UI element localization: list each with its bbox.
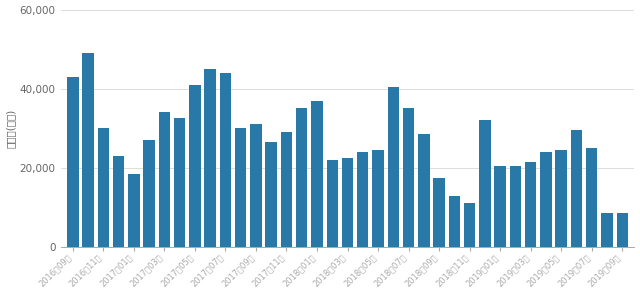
Bar [220, 73, 231, 247]
Bar [556, 150, 567, 247]
Bar [159, 112, 170, 247]
Bar [250, 124, 262, 247]
Bar [204, 69, 216, 247]
Bar [189, 85, 200, 247]
Bar [281, 132, 292, 247]
Bar [128, 174, 140, 247]
Bar [525, 162, 536, 247]
Bar [235, 128, 246, 247]
Bar [403, 108, 414, 247]
Bar [388, 87, 399, 247]
Bar [67, 77, 79, 247]
Bar [449, 196, 460, 247]
Bar [601, 213, 612, 247]
Bar [143, 140, 155, 247]
Bar [479, 120, 491, 247]
Y-axis label: 거래량(건수): 거래량(건수) [6, 109, 15, 148]
Bar [97, 128, 109, 247]
Bar [372, 150, 384, 247]
Bar [83, 53, 94, 247]
Bar [296, 108, 307, 247]
Bar [266, 142, 277, 247]
Bar [418, 134, 429, 247]
Bar [357, 152, 369, 247]
Bar [540, 152, 552, 247]
Bar [571, 130, 582, 247]
Bar [495, 166, 506, 247]
Bar [342, 158, 353, 247]
Bar [509, 166, 521, 247]
Bar [113, 156, 124, 247]
Bar [464, 203, 476, 247]
Bar [174, 118, 186, 247]
Bar [433, 178, 445, 247]
Bar [616, 213, 628, 247]
Bar [326, 160, 338, 247]
Bar [311, 101, 323, 247]
Bar [586, 148, 597, 247]
